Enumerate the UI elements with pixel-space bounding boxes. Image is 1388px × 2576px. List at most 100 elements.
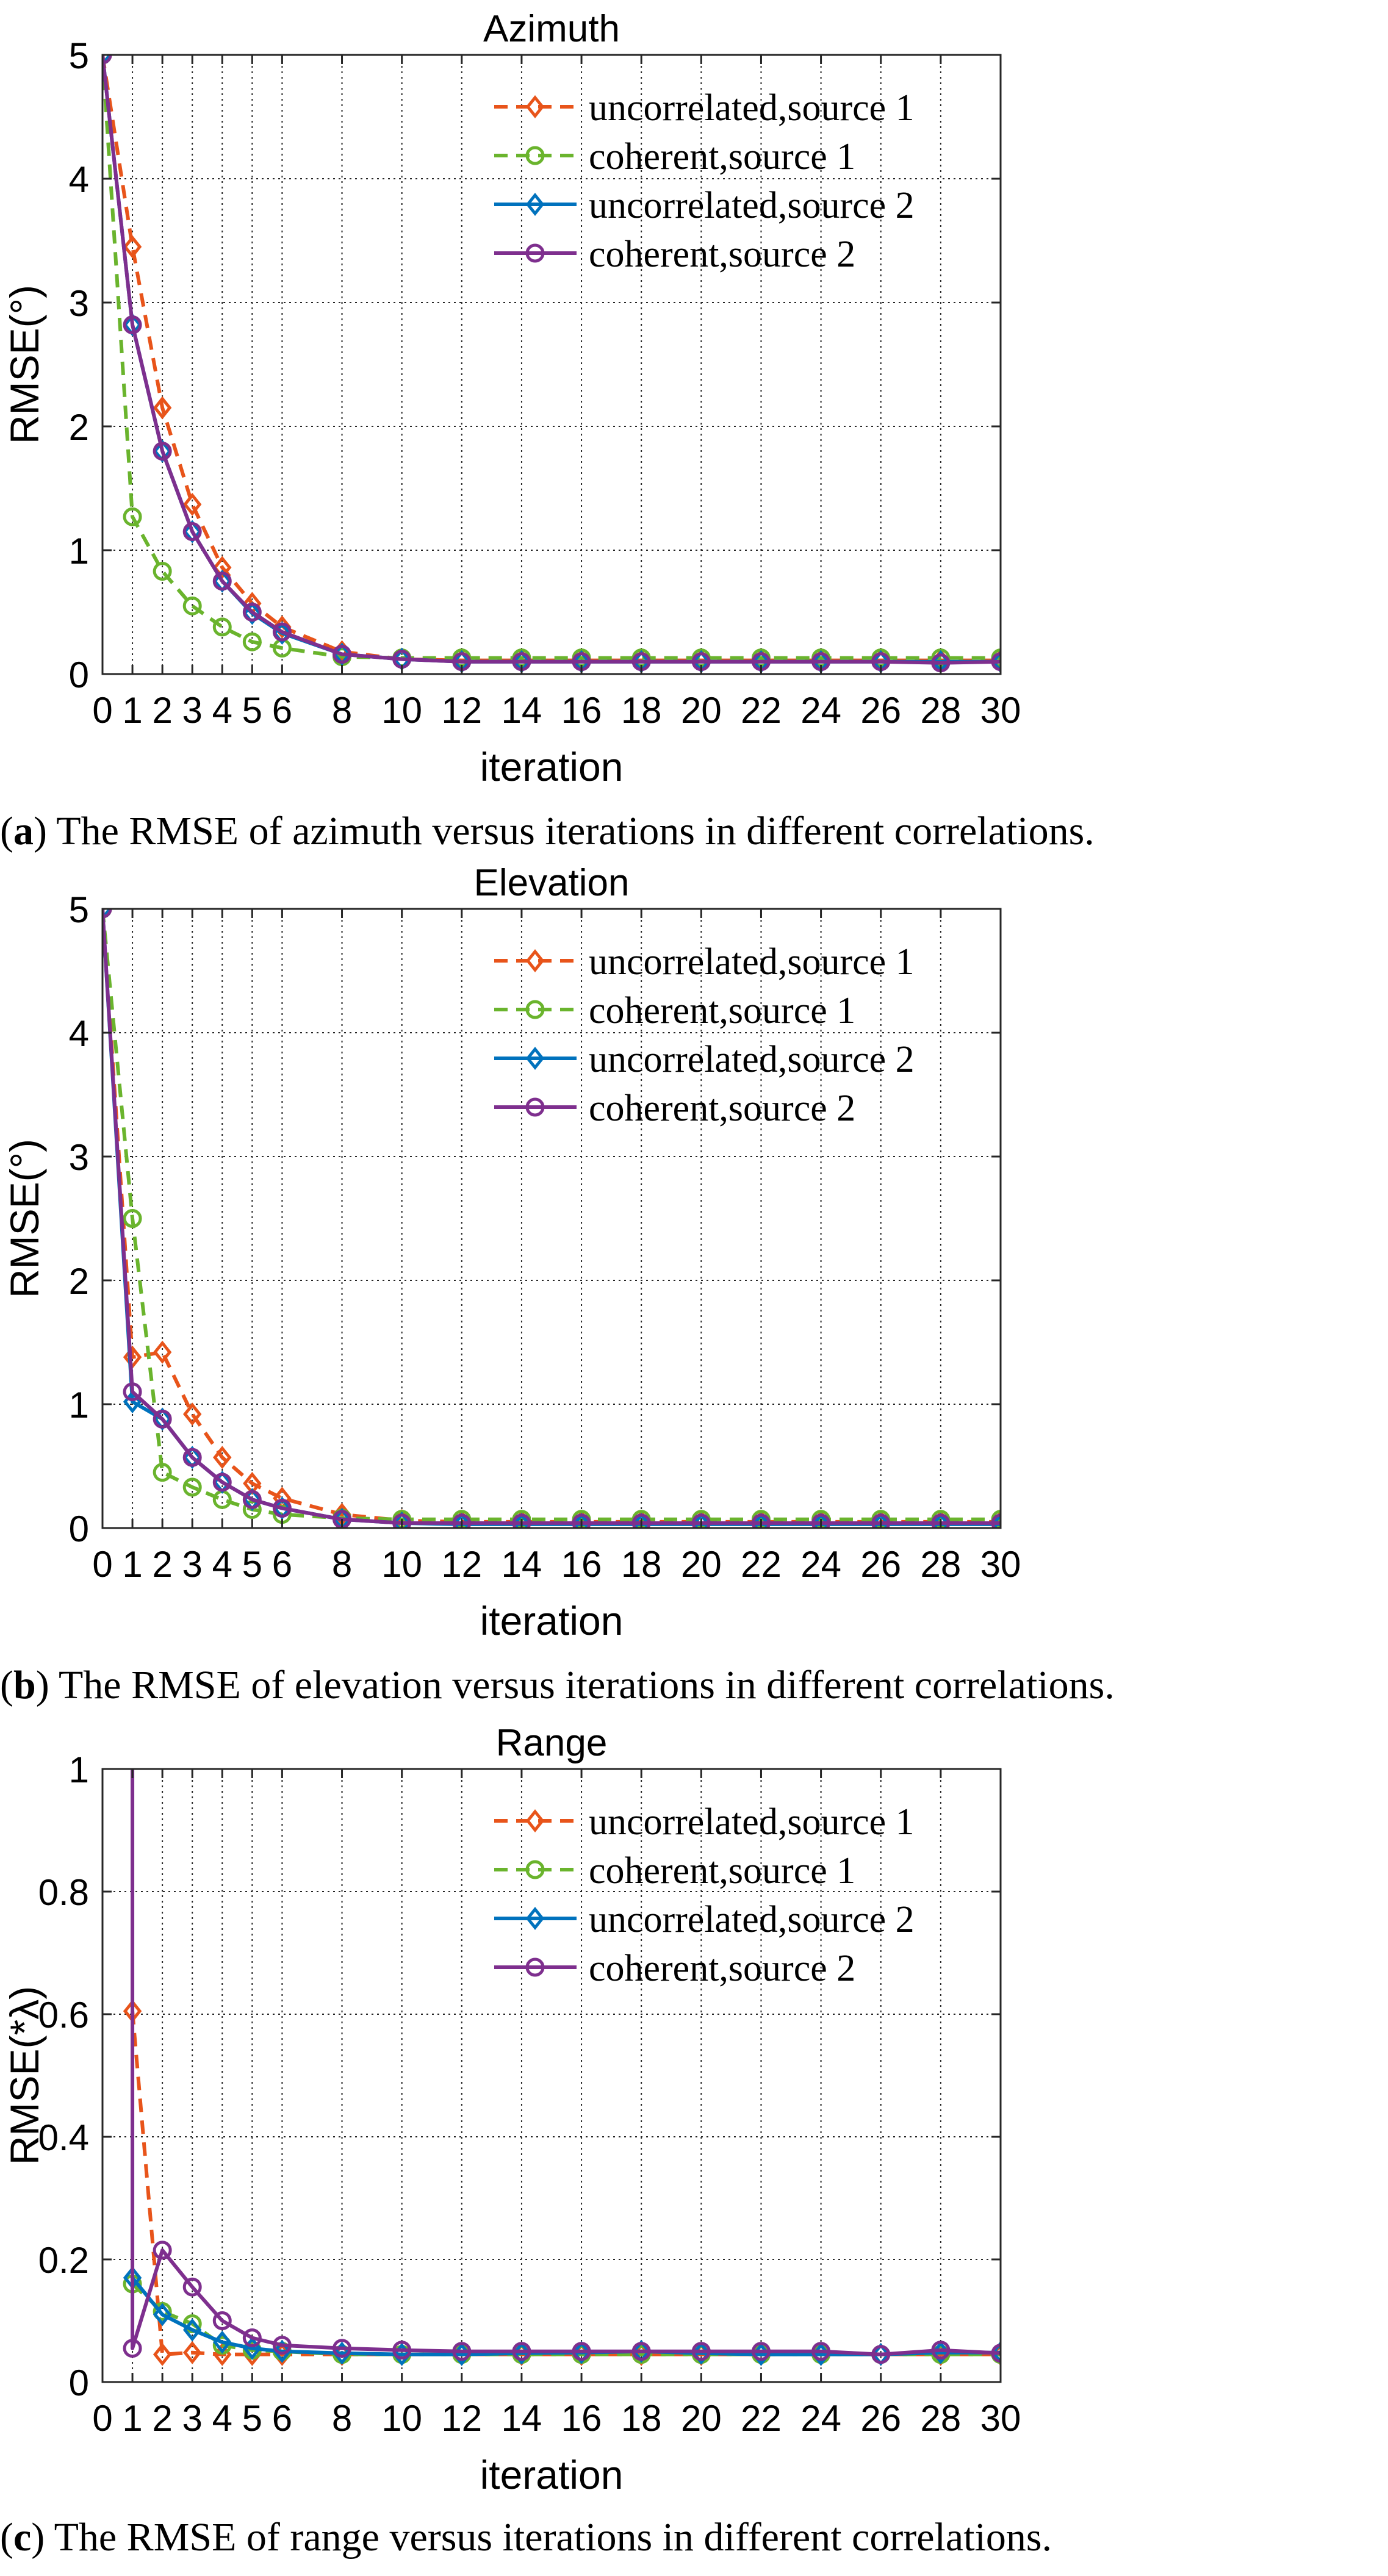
legend-marker-coherent-source-1: [525, 1000, 545, 1019]
series-coherent-source-1-point: [123, 1209, 142, 1228]
series-coherent-source-1-point: [212, 617, 232, 637]
plot-area: [102, 909, 1001, 1528]
series-coherent-source-2-point: [931, 2341, 951, 2360]
x-tick-label: 10: [381, 690, 422, 731]
series-coherent-source-2-point: [991, 2344, 1001, 2363]
series-uncorrelated-source-2-point: [273, 2339, 292, 2363]
series-coherent-source-2-point: [182, 1448, 202, 1467]
x-tick-label: 2: [152, 690, 172, 731]
y-axis-label: RMSE(°): [2, 1139, 47, 1298]
x-tick-label: 3: [182, 690, 203, 731]
plot-area: [102, 55, 1001, 674]
x-tick-label: 0: [92, 1544, 112, 1585]
y-tick-label: 0.2: [38, 2240, 89, 2281]
x-tick-label: 8: [332, 2398, 352, 2439]
legend: uncorrelated,source 1 coherent,source 1 un…: [494, 87, 915, 275]
y-tick-label: 4: [69, 159, 89, 200]
series-coherent-source-2-point: [811, 1513, 831, 1528]
x-tick-label: 30: [980, 690, 1021, 731]
series-uncorrelated-source-1-point: [182, 2341, 202, 2364]
plot-area: [102, 1769, 1001, 2382]
x-tick-label: 14: [502, 2398, 542, 2439]
series-coherent-source-2-point: [392, 2341, 412, 2360]
series-uncorrelated-source-2-point: [213, 2330, 232, 2354]
series-coherent-source-2-point: [871, 2345, 891, 2364]
chart-panel-range: 0 1 2 3 4 5 6 8 10 12 14 16 18 20 22 24 26 28 3000.20.40.6…: [2, 1722, 1021, 2497]
x-tick-label: 4: [212, 2398, 232, 2439]
series-coherent-source-2-point: [991, 1513, 1001, 1528]
series-coherent-source-2-point: [452, 1513, 472, 1528]
legend: uncorrelated,source 1 coherent,source 1 un…: [494, 941, 915, 1129]
x-tick-label: 14: [502, 1544, 542, 1585]
axes-box: [101, 908, 1002, 1529]
x-axis-label: iteration: [480, 2452, 624, 2497]
x-tick-label: 5: [242, 1544, 262, 1585]
series-uncorrelated-source-2-point: [392, 1511, 411, 1528]
series-coherent-source-2-point: [751, 1513, 771, 1528]
legend-marker-coherent-source-2: [525, 1957, 545, 1977]
series-coherent-source-2-point: [242, 603, 262, 622]
series-coherent-source-2-point: [512, 1513, 531, 1528]
legend-label: coherent,source 2: [589, 1088, 855, 1129]
x-tick-label: 3: [182, 1544, 203, 1585]
series-coherent-source-1-point: [123, 507, 142, 526]
x-tick-label: 8: [332, 1544, 352, 1585]
legend-label: coherent,source 1: [589, 990, 855, 1031]
series-coherent-source-2-point: [242, 1490, 262, 1509]
legend-label: uncorrelated,source 1: [589, 87, 915, 129]
legend-label: uncorrelated,source 2: [589, 185, 915, 226]
series-coherent-source-2-point: [153, 442, 172, 461]
series-coherent-source-2-point: [452, 2342, 472, 2361]
x-tick-label: 24: [800, 690, 841, 731]
series-coherent-source-2-point: [212, 572, 232, 591]
series-uncorrelated-source-2-point: [153, 2303, 172, 2327]
series-coherent-source-2-point: [272, 1499, 292, 1518]
series-coherent-source-2-line: [131, 1769, 1001, 2356]
y-tick-label: 5: [69, 35, 89, 76]
series-coherent-source-2-point: [811, 2342, 831, 2361]
series-uncorrelated-source-1-point: [153, 1340, 172, 1364]
series-uncorrelated-source-2-point: [182, 2318, 202, 2342]
legend-marker-coherent-source-2: [525, 1097, 545, 1117]
x-tick-label: 4: [212, 1544, 232, 1585]
x-tick-label: 0: [92, 690, 112, 731]
series-uncorrelated-source-1-point: [213, 556, 232, 579]
x-tick-label: 24: [800, 1544, 841, 1585]
legend-label: coherent,source 1: [589, 1850, 855, 1892]
legend-marker-uncorrelated-source-2: [525, 192, 545, 217]
series-coherent-source-2-point: [212, 1473, 232, 1492]
series-coherent-source-2-point: [153, 1409, 172, 1429]
series-coherent-source-2-point: [871, 1513, 891, 1528]
series-coherent-source-1-point: [153, 1463, 172, 1482]
x-tick-label: 8: [332, 690, 352, 731]
x-tick-label: 16: [561, 1544, 602, 1585]
series-coherent-source-2-point: [991, 652, 1001, 672]
x-tick-label: 28: [920, 1544, 961, 1585]
y-tick-label: 1: [69, 1749, 89, 1790]
x-tick-label: 1: [122, 1544, 142, 1585]
caption-b: (b) The RMSE of elevation versus iterati…: [0, 1663, 1115, 1707]
axes-box: [101, 1768, 1002, 2383]
x-tick-label: 16: [561, 2398, 602, 2439]
series-coherent-source-1-point: [182, 596, 202, 615]
series-coherent-source-1-point: [242, 1500, 262, 1519]
x-tick-label: 20: [681, 1544, 722, 1585]
x-tick-label: 3: [182, 2398, 203, 2439]
series-coherent-source-2-point: [272, 2336, 292, 2355]
series-coherent-source-2-point: [333, 645, 352, 664]
legend-label: coherent,source 2: [589, 1948, 855, 1989]
y-tick-label: 3: [69, 1137, 89, 1178]
series-uncorrelated-source-1-point: [123, 235, 142, 259]
x-tick-label: 5: [242, 690, 262, 731]
x-tick-label: 4: [212, 690, 232, 731]
legend-marker-uncorrelated-source-2: [525, 1906, 545, 1931]
x-tick-label: 6: [272, 1544, 292, 1585]
x-tick-label: 20: [681, 2398, 722, 2439]
x-tick-label: 6: [272, 690, 292, 731]
legend-label: coherent,source 2: [589, 234, 855, 275]
series-uncorrelated-source-1-point: [213, 1446, 232, 1469]
legend-marker-coherent-source-1: [525, 146, 545, 165]
x-tick-label: 30: [980, 2398, 1021, 2439]
chart-title: Range: [496, 1722, 608, 1764]
legend-marker-coherent-source-1: [525, 1860, 545, 1879]
